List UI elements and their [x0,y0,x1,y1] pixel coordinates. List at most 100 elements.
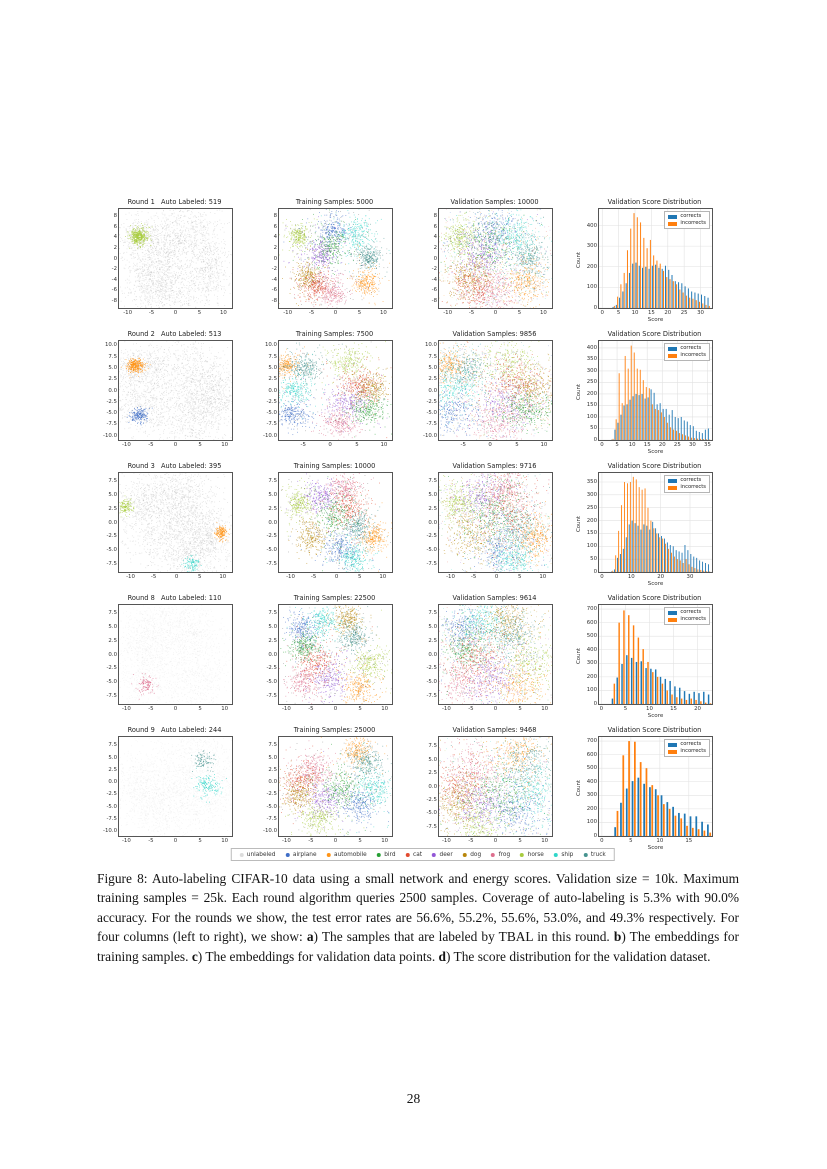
x-tick-label: -5 [308,310,315,316]
x-tick-label: 5 [517,310,522,316]
x-tick-label: -5 [468,310,475,316]
x-tick-label: 5 [355,442,359,448]
scatter-plot [439,473,552,572]
y-tick-label: 8 [273,212,277,219]
x-tick-label: 10 [541,838,549,844]
x-tick-label: -5 [148,442,154,448]
y-tick-label: 2.5 [108,505,117,512]
scatter-axes: 7.5 5.0 2.5 0.0 -2.5 -5.0 -7.5 -10 -5 0 5 10 [106,472,233,580]
scatter-axes: 7.5 5.0 2.5 0.0 -2.5 -5.0 -7.5 -10 -5 0 5 10 [266,472,393,580]
histogram-legend: corrects incorrects [664,739,710,757]
x-tick-label: 15 [685,838,693,844]
histogram-axes: 0 100 200 300 400 0 5 10 15 20 25 30 Score Count corre… [576,208,713,323]
scatter-plot [279,605,392,704]
x-tick-label: 25 [673,442,681,448]
caption-segment: d [438,948,446,964]
legend-item: corrects [668,741,706,747]
y-tick-label: 0.0 [108,519,117,526]
x-tick-label: 5 [198,442,202,448]
x-tick-label: 0 [600,442,604,448]
scatter-plot [119,341,232,440]
x-tick-label: 15 [643,442,651,448]
y-tick-label: 5.0 [108,492,117,498]
legend-swatch-incorrects [668,353,678,358]
y-tick-label: -5.0 [106,679,117,685]
y-tick-label: 0.0 [428,519,437,526]
y-tick-label: -7.5 [426,560,437,567]
x-tick-label: 5 [197,310,202,316]
bird-marker-icon [376,852,381,857]
y-tick-label: 7.5 [108,478,117,485]
y-tick-label: -10.0 [103,828,117,835]
legend-label: corrects [680,345,702,351]
x-tick-label: 10 [221,838,229,844]
legend-item-dog: dog [462,851,482,858]
scatter-axes: 10.0 7.5 5.0 2.5 0.0 -2.5 -5.0 -7.5 -10.0 -5 0 5 10 [263,340,393,448]
panel-title: Validation Samples: 9468 [452,726,537,734]
y-tick-label: 7.5 [108,353,117,360]
legend-item-frog: frog [491,852,510,858]
legend-swatch-incorrects [668,617,678,622]
histogram-axes: 0 100 200 300 400 500 600 700 0 5 10 15 20 Score Count… [576,604,713,719]
legend-label: dog [470,851,482,858]
x-tick-label: 0 [334,574,339,580]
legend-label: corrects [680,609,702,615]
legend-label: incorrects [680,748,706,754]
legend-label: frog [498,851,511,858]
panel-title: Validation Score Distribution [607,726,702,734]
y-tick-label: 0 [593,701,597,707]
caption-segment: ) The score distribution for the validat… [445,948,711,964]
scatter-axes: 7.5 5.0 2.5 0.0 -2.5 -5.0 -7.5 -10.0 -10 -5 0 5 10 [103,736,233,844]
y-tick-label: 0 [593,305,597,311]
scatter-plot [119,209,232,308]
y-tick-label: 350 [586,356,597,363]
scatter-axes: 10.0 7.5 5.0 2.5 0.0 -2.5 -5.0 -7.5 -10.0 -10 -5 0 5… [103,340,233,448]
x-axis-label: Score [647,449,664,455]
x-tick-label: -5 [148,310,155,316]
y-tick-label: -10.0 [103,432,117,439]
x-tick-label: 0 [488,442,492,448]
legend-label: airplane [292,851,317,858]
y-tick-label: 10.0 [104,342,117,349]
y-tick-label: 300 [586,792,597,799]
y-tick-label: 0.0 [268,387,277,394]
panel-title: Round 2 Auto Labeled: 513 [127,330,222,338]
panel-title: Validation Samples: 9716 [452,462,537,470]
automobile-marker-icon [326,852,331,857]
y-tick-label: -5.0 [106,803,117,810]
y-tick-label: 2.5 [108,766,117,773]
y-tick-label: 700 [586,738,597,745]
y-tick-label: 600 [586,619,597,626]
x-tick-label: 10 [631,310,639,316]
histogram-legend: corrects incorrects [664,343,710,361]
x-tick-label: 20 [658,442,666,448]
y-tick-label: 5.0 [428,365,437,371]
y-tick-label: 150 [586,530,597,537]
y-tick-label: -2.5 [426,665,437,672]
legend-swatch-incorrects [668,485,678,490]
x-tick-label: 10 [381,838,389,844]
scatter-axes: 7.5 5.0 2.5 0.0 -2.5 -5.0 -7.5 -10.0 -10 -5 0 5 10 [263,736,393,844]
y-tick-label: 100 [586,413,597,420]
x-axis-label: Score [647,317,664,323]
x-tick-label: -10 [441,706,451,712]
panel-title: Validation Score Distribution [607,330,702,338]
legend-swatch-corrects [668,214,678,219]
y-tick-label: 500 [586,765,597,772]
legend-label: corrects [680,477,702,483]
scatter-axes: 8 6 4 2 0 -2 -4 -6 -8 -10 -5 0 5 10 [112,208,233,316]
y-tick-label: 6 [433,223,437,230]
x-axis-label: Score [647,581,664,587]
legend-item-truck: truck [583,852,606,858]
legend-label: bird [384,851,396,858]
y-axis-label: Count [575,779,582,796]
y-tick-label: 2 [433,244,437,251]
histogram-legend: corrects incorrects [664,607,710,625]
y-tick-label: 2.5 [108,376,117,383]
x-tick-label: 10 [219,574,227,580]
legend-label: corrects [680,741,702,747]
unlabeled-marker-icon [239,852,244,857]
y-tick-label: -7.5 [266,692,277,699]
y-tick-label: 0 [593,569,597,575]
